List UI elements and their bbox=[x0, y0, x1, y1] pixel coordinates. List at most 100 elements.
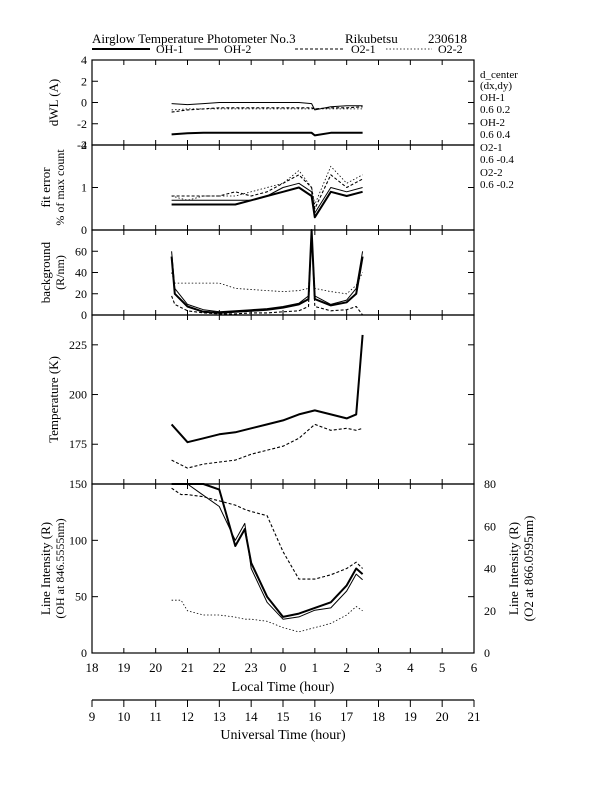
y-tick-label: 60 bbox=[75, 244, 87, 258]
y-tick-label: 0 bbox=[81, 223, 87, 237]
y-axis-label-line2: (OH at 846.5555nm) bbox=[53, 518, 67, 618]
local-time-tick-label: 1 bbox=[312, 660, 319, 675]
y2-axis-label: Line Intensity (R) bbox=[506, 522, 521, 615]
panel-frame bbox=[91, 229, 475, 316]
y-tick-label: 200 bbox=[69, 388, 87, 402]
y-tick-label: 0 bbox=[81, 646, 87, 660]
y2-tick-label: 80 bbox=[484, 477, 496, 491]
local-time-tick-label: 22 bbox=[213, 660, 226, 675]
series-o2-1 bbox=[171, 229, 364, 316]
dcenter-name-oh-1: OH-1 bbox=[480, 92, 505, 104]
series-o2-1 bbox=[171, 423, 363, 469]
y-tick-label: 2 bbox=[81, 74, 87, 88]
y-axis-label-line2: % of max count bbox=[53, 149, 67, 226]
local-time-tick-label: 21 bbox=[181, 660, 194, 675]
legend-label-oh-1: OH-1 bbox=[156, 42, 183, 56]
ut-tick-label: 13 bbox=[213, 709, 226, 724]
series-oh-2 bbox=[171, 182, 363, 214]
y-tick-label: 150 bbox=[69, 477, 87, 491]
y-tick-label: 1 bbox=[81, 181, 87, 195]
series-o2-1 bbox=[171, 174, 363, 210]
y-axis-label: Temperature (K) bbox=[46, 356, 61, 443]
ut-tick-label: 11 bbox=[149, 709, 162, 724]
local-time-tick-label: 5 bbox=[439, 660, 446, 675]
y-tick-label: 50 bbox=[75, 590, 87, 604]
y-tick-label: 40 bbox=[75, 266, 87, 280]
local-time-tick-label: 19 bbox=[117, 660, 130, 675]
y-tick-label: 2 bbox=[81, 138, 87, 152]
y2-axis-label-line2: (O2 at 866.0595nm) bbox=[521, 516, 536, 622]
ut-tick-label: 12 bbox=[181, 709, 194, 724]
station-name: Rikubetsu bbox=[345, 31, 398, 46]
ut-tick-label: 15 bbox=[277, 709, 290, 724]
local-time-tick-label: 3 bbox=[375, 660, 382, 675]
ut-tick-label: 10 bbox=[117, 709, 130, 724]
series-o2-2 bbox=[171, 599, 363, 633]
date-label: 230618 bbox=[428, 31, 467, 46]
dcenter-name-o2-2: O2-2 bbox=[480, 167, 503, 179]
series-o2-1 bbox=[171, 487, 363, 580]
legend-label-oh-2: OH-2 bbox=[224, 42, 251, 56]
ut-tick-label: 21 bbox=[468, 709, 481, 724]
legend: OH-1 OH-2 O2-1 O2-2 bbox=[92, 42, 463, 56]
local-time-tick-label: 6 bbox=[471, 660, 478, 675]
local-time-tick-label: 0 bbox=[280, 660, 287, 675]
y-tick-label: 4 bbox=[81, 53, 87, 67]
panel-frame bbox=[91, 314, 475, 485]
panel-1: -4 -2 0 2 4 dWL (A) bbox=[46, 53, 475, 152]
chart-panels: -4 -2 0 2 4 dWL (A) 0 1 2 fit error% of max count… bbox=[38, 53, 536, 660]
local-time-tick-label: 20 bbox=[149, 660, 162, 675]
y2-tick-label: 60 bbox=[484, 519, 496, 533]
series-oh-1 bbox=[170, 229, 364, 314]
ut-axis-label: Universal Time (hour) bbox=[220, 728, 346, 743]
figure-header: Airglow Temperature Photometer No.3 Riku… bbox=[92, 31, 467, 46]
series-oh-1 bbox=[170, 334, 364, 444]
dcenter-value-o2-2: 0.6 -0.2 bbox=[480, 179, 514, 191]
local-time-axis-label: Local Time (hour) bbox=[232, 680, 335, 695]
ut-tick-label: 20 bbox=[436, 709, 449, 724]
legend-label-o2-2: O2-2 bbox=[438, 42, 463, 56]
y-tick-label: 0 bbox=[81, 96, 87, 110]
local-time-tick-label: 18 bbox=[86, 660, 99, 675]
y2-tick-label: 40 bbox=[484, 562, 496, 576]
series-o2-1 bbox=[171, 106, 363, 113]
panel-4: 175 200 225 Temperature (K) bbox=[46, 314, 475, 485]
dcenter-subtitle: (dx,dy) bbox=[480, 80, 512, 92]
ut-tick-label: 16 bbox=[308, 709, 322, 724]
local-time-tick-label: 2 bbox=[343, 660, 350, 675]
y-tick-label: 100 bbox=[69, 533, 87, 547]
ut-tick-label: 9 bbox=[89, 709, 96, 724]
series-oh-1 bbox=[171, 483, 364, 618]
dcenter-notes: d_center(dx,dy)OH-10.6 0.2OH-20.6 0.4O2-… bbox=[480, 69, 518, 191]
y-tick-label: -2 bbox=[77, 117, 87, 131]
legend-label-o2-1: O2-1 bbox=[351, 42, 376, 56]
figure-title: Airglow Temperature Photometer No.3 bbox=[92, 31, 296, 46]
y-tick-label: 20 bbox=[75, 287, 87, 301]
local-time-tick-label: 23 bbox=[245, 660, 258, 675]
dcenter-name-o2-1: O2-1 bbox=[480, 142, 503, 154]
y-axis-label: fit error bbox=[38, 167, 53, 208]
y2-tick-label: 20 bbox=[484, 604, 496, 618]
local-time-tick-label: 4 bbox=[407, 660, 414, 675]
series-o2-2 bbox=[171, 165, 363, 205]
y-axis-label-line2: (R/nm) bbox=[53, 255, 67, 290]
y-axis-label: Line Intensity (R) bbox=[38, 522, 53, 615]
series-oh-2 bbox=[171, 229, 364, 313]
dcenter-name-oh-2: OH-2 bbox=[480, 117, 505, 129]
dcenter-title: d_center bbox=[480, 69, 518, 81]
y2-tick-label: 0 bbox=[484, 646, 490, 660]
ut-tick-label: 14 bbox=[245, 709, 259, 724]
series-oh-1 bbox=[171, 186, 363, 219]
dcenter-value-o2-1: 0.6 -0.4 bbox=[480, 154, 514, 166]
y-axis-label: dWL (A) bbox=[46, 79, 61, 127]
panel-2: 0 1 2 fit error% of max count bbox=[38, 138, 475, 237]
series-o2-2 bbox=[171, 108, 363, 111]
ut-tick-label: 18 bbox=[372, 709, 385, 724]
dcenter-value-oh-1: 0.6 0.2 bbox=[480, 104, 510, 116]
dcenter-value-oh-2: 0.6 0.4 bbox=[480, 129, 511, 141]
ut-tick-label: 19 bbox=[404, 709, 417, 724]
series-oh-2 bbox=[171, 102, 363, 111]
